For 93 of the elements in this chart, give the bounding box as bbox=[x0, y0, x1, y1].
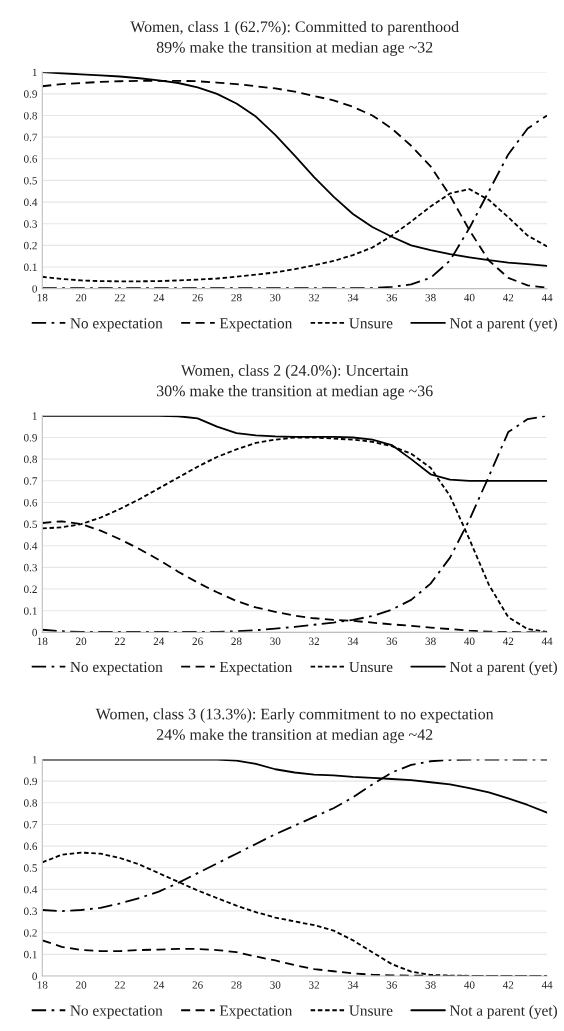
chart-title: Women, class 1 (62.7%): Committed to parenthood bbox=[130, 20, 459, 36]
chart-title: Women, class 2 (24.0%): Uncertain bbox=[180, 364, 409, 380]
x-tick-label: 22 bbox=[114, 637, 125, 645]
x-tick-label: 24 bbox=[153, 637, 165, 645]
x-tick-label: 26 bbox=[192, 293, 203, 302]
x-tick-label: 38 bbox=[425, 637, 436, 646]
x-tick-label: 28 bbox=[231, 293, 242, 302]
x-tick-label: 44 bbox=[541, 293, 553, 302]
legend-label: Expectation bbox=[219, 661, 293, 676]
x-tick-label: 38 bbox=[425, 981, 436, 989]
x-tick-label: 20 bbox=[76, 637, 87, 646]
legend-label: No expectation bbox=[70, 661, 163, 676]
x-tick-label: 44 bbox=[541, 637, 553, 645]
x-tick-label: 30 bbox=[270, 981, 281, 989]
legend-label: Unsure bbox=[349, 661, 393, 673]
x-tick-label: 28 bbox=[231, 981, 242, 989]
x-tick-label: 36 bbox=[386, 293, 397, 302]
x-tick-label: 22 bbox=[114, 981, 125, 989]
x-tick-label: 34 bbox=[347, 981, 359, 989]
y-tick-label: 0.8 bbox=[23, 111, 38, 120]
y-tick-label: 0.9 bbox=[23, 90, 37, 98]
x-tick-label: 18 bbox=[37, 981, 48, 989]
y-tick-label: 0.6 bbox=[23, 155, 38, 163]
x-tick-label: 26 bbox=[192, 637, 203, 646]
legend-label: No expectation bbox=[70, 318, 163, 332]
y-tick-label: 0.1 bbox=[23, 607, 37, 615]
y-tick-label: 0.3 bbox=[23, 907, 37, 916]
x-tick-label: 36 bbox=[386, 981, 397, 989]
y-tick-label: 0.4 bbox=[23, 542, 38, 550]
y-tick-label: 0 bbox=[32, 628, 38, 637]
y-tick-label: 0.4 bbox=[23, 198, 38, 207]
y-tick-label: 0.7 bbox=[23, 133, 38, 142]
y-tick-label: 0.5 bbox=[23, 176, 37, 185]
y-tick-label: 0.9 bbox=[23, 433, 37, 442]
y-tick-label: 0.8 bbox=[23, 455, 38, 464]
y-tick-label: 0.7 bbox=[23, 477, 38, 485]
y-tick-label: 0 bbox=[32, 285, 38, 293]
x-tick-label: 18 bbox=[37, 293, 48, 302]
y-tick-label: 0.6 bbox=[23, 498, 38, 507]
x-tick-label: 42 bbox=[502, 981, 514, 989]
y-tick-label: 0.4 bbox=[23, 885, 38, 894]
y-tick-label: 0.3 bbox=[23, 220, 37, 228]
y-tick-label: 0.9 bbox=[23, 777, 37, 786]
x-tick-label: 22 bbox=[114, 293, 125, 302]
chart-subtitle: 89% make the transition at median age ~32 bbox=[156, 41, 433, 56]
x-tick-label: 42 bbox=[502, 637, 514, 645]
y-tick-label: 0.2 bbox=[23, 585, 37, 594]
legend-label: Not a parent (yet) bbox=[449, 317, 557, 332]
x-tick-label: 20 bbox=[76, 981, 87, 989]
legend-label: Expectation bbox=[219, 318, 293, 332]
y-tick-label: 1 bbox=[32, 68, 37, 77]
x-tick-label: 28 bbox=[231, 637, 242, 646]
x-tick-label: 20 bbox=[76, 293, 87, 302]
y-tick-label: 0.6 bbox=[23, 842, 38, 851]
x-tick-label: 34 bbox=[347, 637, 359, 646]
x-tick-label: 30 bbox=[270, 637, 281, 646]
y-tick-label: 1 bbox=[32, 756, 37, 764]
y-tick-label: 0.7 bbox=[23, 820, 38, 829]
y-tick-label: 0.2 bbox=[23, 929, 37, 937]
x-tick-label: 42 bbox=[502, 293, 514, 302]
legend-label: Unsure bbox=[349, 318, 393, 329]
y-tick-label: 0.3 bbox=[23, 563, 37, 572]
x-tick-label: 24 bbox=[153, 293, 165, 302]
x-tick-label: 18 bbox=[37, 637, 48, 646]
y-tick-label: 0.5 bbox=[23, 864, 37, 872]
y-tick-label: 0.1 bbox=[23, 950, 37, 959]
legend-label: Not a parent (yet) bbox=[449, 661, 557, 676]
x-tick-label: 26 bbox=[192, 981, 203, 989]
y-tick-label: 1 bbox=[32, 412, 37, 420]
y-tick-label: 0.8 bbox=[23, 799, 38, 807]
x-tick-label: 44 bbox=[541, 981, 553, 989]
chart-subtitle: 30% make the transition at median age ~36 bbox=[156, 385, 433, 400]
x-tick-label: 32 bbox=[309, 981, 320, 989]
x-tick-label: 36 bbox=[386, 637, 397, 646]
x-tick-label: 32 bbox=[309, 293, 320, 302]
legend-label: Expectation bbox=[219, 1005, 293, 1019]
x-tick-label: 32 bbox=[309, 637, 320, 646]
x-tick-label: 24 bbox=[153, 981, 165, 989]
legend-label: No expectation bbox=[70, 1005, 163, 1019]
x-tick-label: 38 bbox=[425, 293, 436, 302]
y-tick-label: 0 bbox=[32, 972, 38, 980]
y-tick-label: 0.1 bbox=[23, 263, 37, 272]
chart-subtitle: 24% make the transition at median age ~42 bbox=[156, 728, 433, 744]
x-tick-label: 34 bbox=[347, 293, 359, 302]
chart-title: Women, class 3 (13.3%): Early commitment to no expectation bbox=[95, 708, 494, 723]
y-tick-label: 0.5 bbox=[23, 520, 37, 529]
legend-label: Not a parent (yet) bbox=[449, 1005, 557, 1019]
x-tick-label: 40 bbox=[464, 981, 475, 989]
x-tick-label: 30 bbox=[270, 293, 281, 302]
x-tick-label: 40 bbox=[464, 637, 475, 646]
legend-label: Unsure bbox=[349, 1005, 393, 1016]
y-tick-label: 0.2 bbox=[23, 241, 37, 250]
x-tick-label: 40 bbox=[464, 293, 475, 302]
